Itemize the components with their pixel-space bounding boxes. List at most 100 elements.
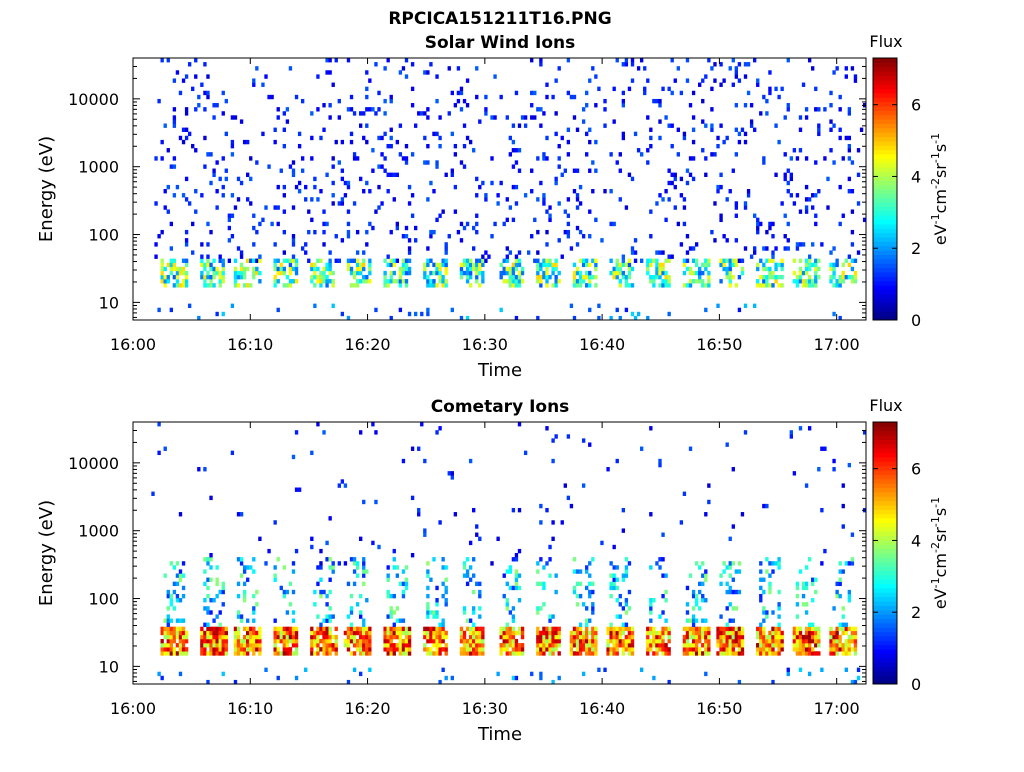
heatmap-cell <box>545 94 549 100</box>
heatmap-cell <box>352 283 357 288</box>
heatmap-cell <box>594 262 598 268</box>
heatmap-cell <box>362 634 366 640</box>
heatmap-cell <box>557 651 561 656</box>
heatmap-cell <box>288 647 293 652</box>
heatmap-cell <box>765 274 769 280</box>
heatmap-cell <box>569 630 574 636</box>
heatmap-cell <box>447 111 451 116</box>
heatmap-cell <box>343 638 348 644</box>
heatmap-cell <box>569 503 574 509</box>
heatmap-cell <box>401 66 406 71</box>
heatmap-cell <box>200 651 204 656</box>
heatmap-cell <box>801 242 806 247</box>
heatmap-cell <box>184 74 189 79</box>
heatmap-cell <box>795 614 800 619</box>
colorbar-segment <box>873 193 897 199</box>
heatmap-cell <box>731 168 735 173</box>
heatmap-cell <box>435 160 439 165</box>
heatmap-cell <box>817 626 821 632</box>
heatmap-cell <box>279 630 283 636</box>
heatmap-cell <box>426 561 430 566</box>
heatmap-cell <box>386 630 390 636</box>
heatmap-cell <box>514 160 519 165</box>
heatmap-cell <box>792 643 797 648</box>
heatmap-cell <box>756 266 760 272</box>
heatmap-cell <box>746 62 751 67</box>
heatmap-cell <box>838 107 842 112</box>
heatmap-cell <box>407 250 412 255</box>
heatmap-cell <box>707 483 711 488</box>
heatmap-cell <box>410 152 415 157</box>
heatmap-cell <box>783 172 787 178</box>
heatmap-cell <box>545 209 549 214</box>
heatmap-cell <box>804 205 809 210</box>
heatmap-cell <box>475 643 479 648</box>
colorbar-segment <box>873 127 897 133</box>
heatmap-cell <box>853 78 858 83</box>
heatmap-cell <box>707 499 711 505</box>
heatmap-cell <box>273 638 277 644</box>
heatmap-cell <box>386 565 390 570</box>
heatmap-cell <box>734 213 739 218</box>
heatmap-cell <box>313 176 317 182</box>
heatmap-cell <box>829 279 833 284</box>
heatmap-cell <box>398 266 403 272</box>
heatmap-cell <box>731 647 735 652</box>
heatmap-cell <box>352 630 357 636</box>
y-tick-label: 10 <box>99 657 119 676</box>
heatmap-cell <box>359 593 363 599</box>
heatmap-cell <box>282 630 286 636</box>
heatmap-cell <box>352 581 357 587</box>
heatmap-cell <box>407 270 412 276</box>
heatmap-cell <box>236 634 241 640</box>
heatmap-cell <box>774 172 778 178</box>
heatmap-cell <box>334 647 338 652</box>
heatmap-cell <box>688 156 693 161</box>
heatmap-cell <box>615 565 619 570</box>
heatmap-cell <box>517 123 522 128</box>
heatmap-cell <box>542 602 546 607</box>
heatmap-cell <box>468 540 473 546</box>
heatmap-cell <box>698 270 702 276</box>
heatmap-cell <box>759 274 763 280</box>
heatmap-cell <box>362 111 366 116</box>
heatmap-cell <box>163 647 167 652</box>
heatmap-cell <box>349 634 354 640</box>
heatmap-cell <box>502 266 506 272</box>
heatmap-cell <box>337 201 341 206</box>
heatmap-cell <box>698 651 702 656</box>
heatmap-cell <box>655 274 659 280</box>
heatmap-cell <box>209 626 213 632</box>
heatmap-cell <box>762 246 766 251</box>
heatmap-cell <box>572 585 577 591</box>
heatmap-cell <box>328 647 332 652</box>
colorbar-tick-label: 2 <box>911 603 921 622</box>
heatmap-cell <box>603 123 607 128</box>
colorbar-segment <box>873 443 897 449</box>
heatmap-cell <box>814 270 818 276</box>
colorbar-segment <box>873 219 897 225</box>
heatmap-cell <box>328 651 332 656</box>
heatmap-cell <box>704 671 708 677</box>
heatmap-cell <box>725 442 729 447</box>
heatmap-cell <box>618 602 622 607</box>
heatmap-cell <box>319 135 323 141</box>
heatmap-cell <box>273 647 277 652</box>
heatmap-cell <box>759 647 763 652</box>
heatmap-cell <box>542 643 546 648</box>
heatmap-cell <box>242 647 247 652</box>
heatmap-cell <box>294 647 299 652</box>
heatmap-cell <box>435 634 439 640</box>
heatmap-cell <box>349 638 354 644</box>
heatmap-cell <box>520 626 525 632</box>
heatmap-cell <box>591 638 595 644</box>
heatmap-cell <box>728 638 732 644</box>
heatmap-cell <box>435 602 439 607</box>
heatmap-cell <box>221 647 225 652</box>
heatmap-cell <box>291 643 296 648</box>
heatmap-cell <box>649 258 653 263</box>
heatmap-cell <box>313 270 317 276</box>
heatmap-cell <box>569 94 574 100</box>
heatmap-cell <box>233 258 238 263</box>
heatmap-cell <box>316 266 320 272</box>
